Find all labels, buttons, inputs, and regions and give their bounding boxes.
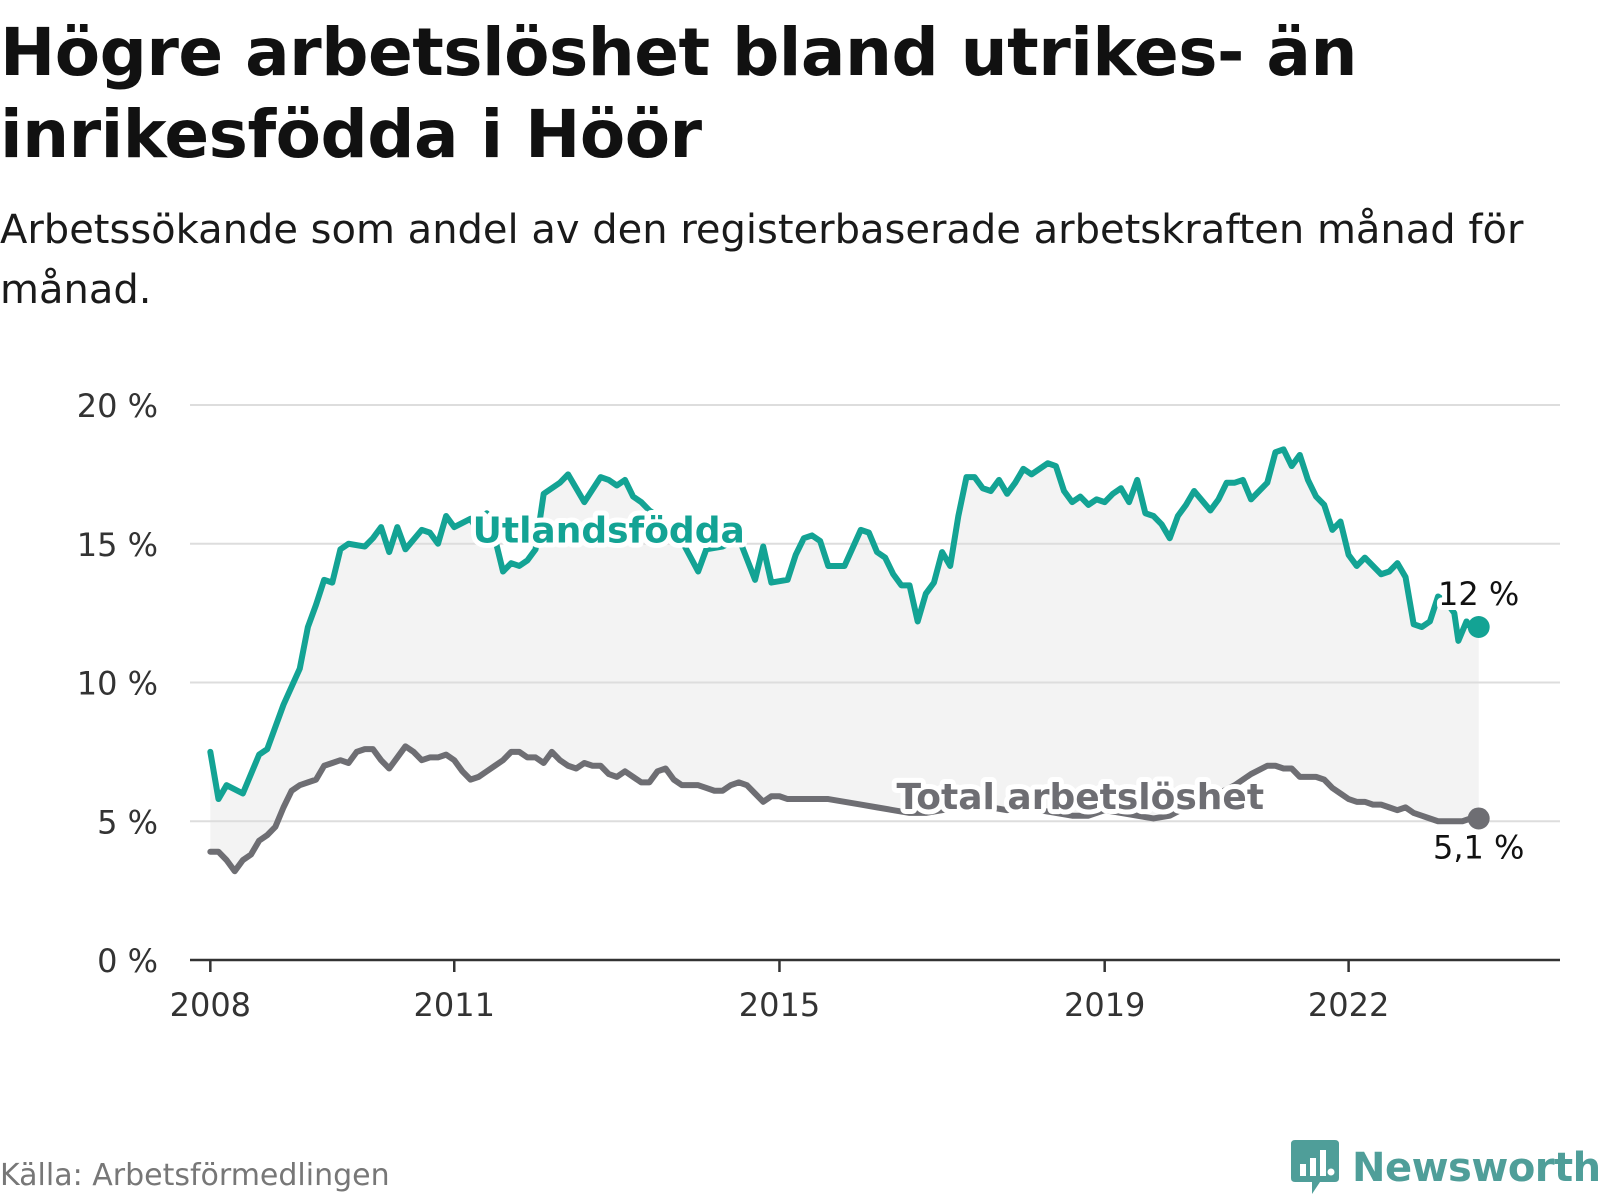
x-tick-label: 2019: [1064, 986, 1145, 1024]
end-label-total: 5,1 %: [1433, 828, 1524, 866]
range-band: [210, 449, 1479, 872]
y-tick-label: 20 %: [77, 387, 158, 425]
series-label-utlandsfodda: Utlandsfödda: [473, 510, 745, 551]
y-tick-label: 5 %: [97, 803, 158, 841]
x-tick-label: 2022: [1308, 986, 1389, 1024]
newsworthy-logo-icon: [1291, 1140, 1339, 1194]
y-tick-label: 10 %: [77, 665, 158, 703]
source-note: Källa: Arbetsförmedlingen: [0, 1158, 390, 1193]
line-chart: 0 % 5 % 10 % 15 % 20 % 2008 2011 2015 2019 2022 U…: [77, 387, 1560, 1024]
y-tick-label: 15 %: [77, 526, 158, 564]
end-label-utlandsfodda: 12 %: [1438, 575, 1519, 613]
chart-subtitle: Arbetssökande som andel av den registerb…: [0, 207, 1524, 313]
x-tick-label: 2015: [739, 986, 820, 1024]
brand-logo: Newsworthy: [1290, 1138, 1600, 1198]
chart-title: Högre arbetslöshet bland utrikes- än inr…: [0, 14, 1357, 173]
series-line-utlandsfodda: [207, 446, 1482, 803]
end-dot-total: [1467, 807, 1490, 830]
series-line-total: [207, 743, 1482, 875]
series-label-total: Total arbetslöshet: [897, 777, 1265, 818]
end-dot-utlandsfodda: [1467, 616, 1490, 638]
brand-name: Newsworthy: [1352, 1145, 1600, 1191]
x-tick-label: 2011: [414, 986, 495, 1024]
y-tick-label: 0 %: [97, 942, 158, 980]
x-tick-label: 2008: [170, 986, 251, 1024]
